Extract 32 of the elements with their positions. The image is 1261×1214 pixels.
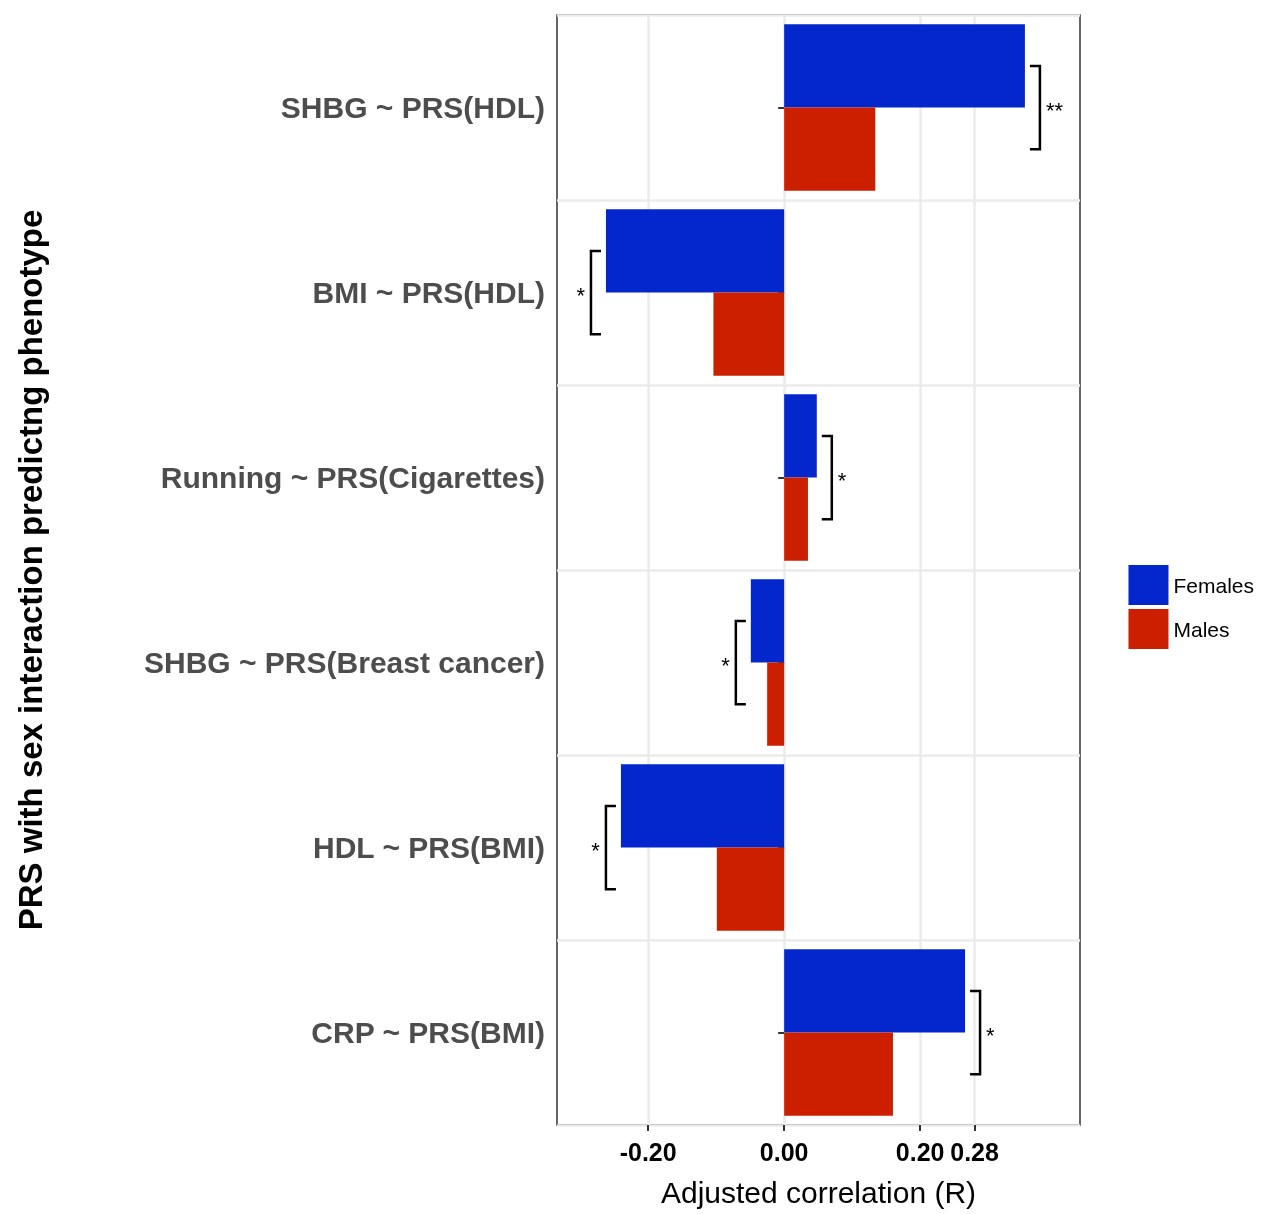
x-tick-label: 0.28 xyxy=(950,1137,999,1166)
bar xyxy=(784,949,966,1033)
bar xyxy=(784,24,1025,108)
x-tick-label: 0.20 xyxy=(895,1137,945,1166)
legend-label: Females xyxy=(1173,573,1255,597)
bar xyxy=(784,1032,893,1116)
annotation: * xyxy=(721,652,731,678)
y-tick-label: SHBG ~ PRS(HDL) xyxy=(280,91,545,124)
x-axis-title: Adjusted correlation (R) xyxy=(660,1175,977,1209)
legend-label: Males xyxy=(1173,617,1230,641)
y-tick-label: Running ~ PRS(Cigarettes) xyxy=(160,461,545,494)
y-tick-label: BMI ~ PRS(HDL) xyxy=(312,276,545,309)
x-tick-label: 0.00 xyxy=(759,1137,809,1166)
bar xyxy=(750,579,785,663)
x-tick-label: -0.20 xyxy=(619,1137,677,1166)
y-tick-label: CRP ~ PRS(BMI) xyxy=(311,1016,545,1049)
y-axis-title: PRS with sex interaction predictng phenotype xyxy=(12,209,49,931)
annotation: * xyxy=(986,1022,996,1048)
annotation: * xyxy=(837,467,847,493)
annotation: ** xyxy=(1045,97,1064,123)
bar xyxy=(620,764,785,848)
bar xyxy=(784,477,808,561)
y-tick-label: HDL ~ PRS(BMI) xyxy=(313,831,545,864)
y-tick-label: SHBG ~ PRS(Breast cancer) xyxy=(144,646,545,679)
bar xyxy=(713,292,785,376)
bar xyxy=(784,107,876,191)
annotation: * xyxy=(591,837,601,863)
annotation: * xyxy=(576,282,586,308)
bar xyxy=(605,209,785,293)
bar xyxy=(716,847,785,931)
bar xyxy=(784,394,817,478)
bar xyxy=(767,662,785,746)
